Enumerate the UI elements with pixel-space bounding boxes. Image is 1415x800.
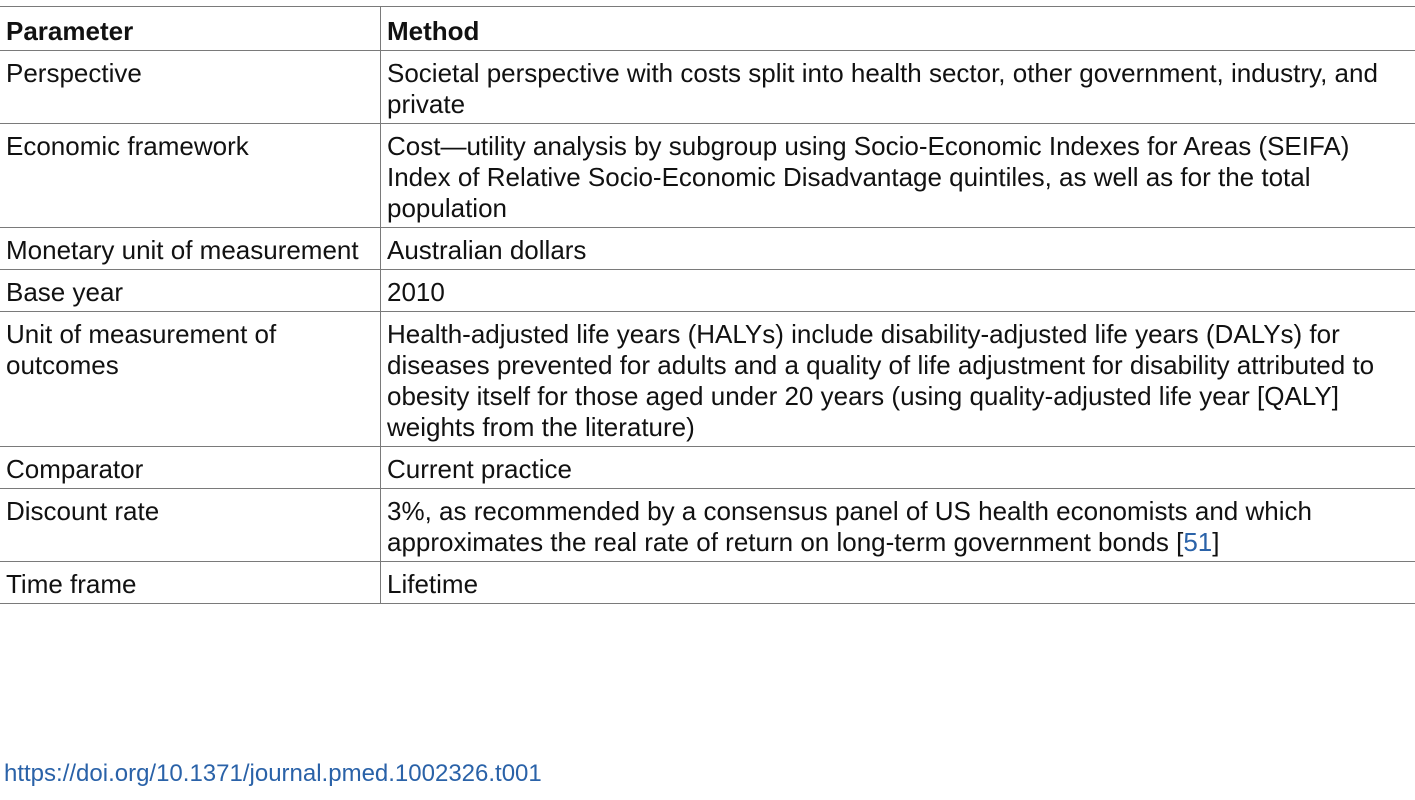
parameter-cell: Perspective [0,50,381,124]
parameter-cell: Discount rate [0,488,381,562]
table-row: Discount rate 3%, as recommended by a co… [0,488,1415,562]
method-cell: Health-adjusted life years (HALYs) inclu… [380,311,1415,447]
method-text: 3%, as recommended by a consensus panel … [387,496,1312,557]
parameter-cell: Base year [0,269,381,312]
table-row: Unit of measurement of outcomes Health-a… [0,311,1415,447]
column-header-method: Method [380,6,1415,51]
method-cell: 2010 [380,269,1415,312]
method-cell: Lifetime [380,561,1415,604]
ref-bracket-close: ] [1212,527,1220,557]
table-row: Comparator Current practice [0,446,1415,489]
parameter-cell: Time frame [0,561,381,604]
table-row: Base year 2010 [0,269,1415,312]
doi-link[interactable]: https://doi.org/10.1371/journal.pmed.100… [4,760,542,787]
method-cell: Current practice [380,446,1415,489]
reference-link-51[interactable]: 51 [1183,527,1213,557]
method-cell: 3%, as recommended by a consensus panel … [380,488,1415,562]
table-row: Monetary unit of measurement Australian … [0,227,1415,270]
parameter-cell: Monetary unit of measurement [0,227,381,270]
table-row: Time frame Lifetime [0,561,1415,604]
parameter-cell: Economic framework [0,123,381,228]
method-cell: Cost—utility analysis by subgroup using … [380,123,1415,228]
ref-bracket-open: [ [1176,527,1184,557]
parameter-cell: Unit of measurement of outcomes [0,311,381,447]
table-row: Economic framework Cost—utility analysis… [0,123,1415,228]
method-cell: Australian dollars [380,227,1415,270]
parameters-table: Parameter Method Perspective Societal pe… [0,6,1415,604]
method-cell: Societal perspective with costs split in… [380,50,1415,124]
table-row: Perspective Societal perspective with co… [0,50,1415,124]
table-header-row: Parameter Method [0,6,1415,51]
column-header-parameter: Parameter [0,6,381,51]
parameter-cell: Comparator [0,446,381,489]
